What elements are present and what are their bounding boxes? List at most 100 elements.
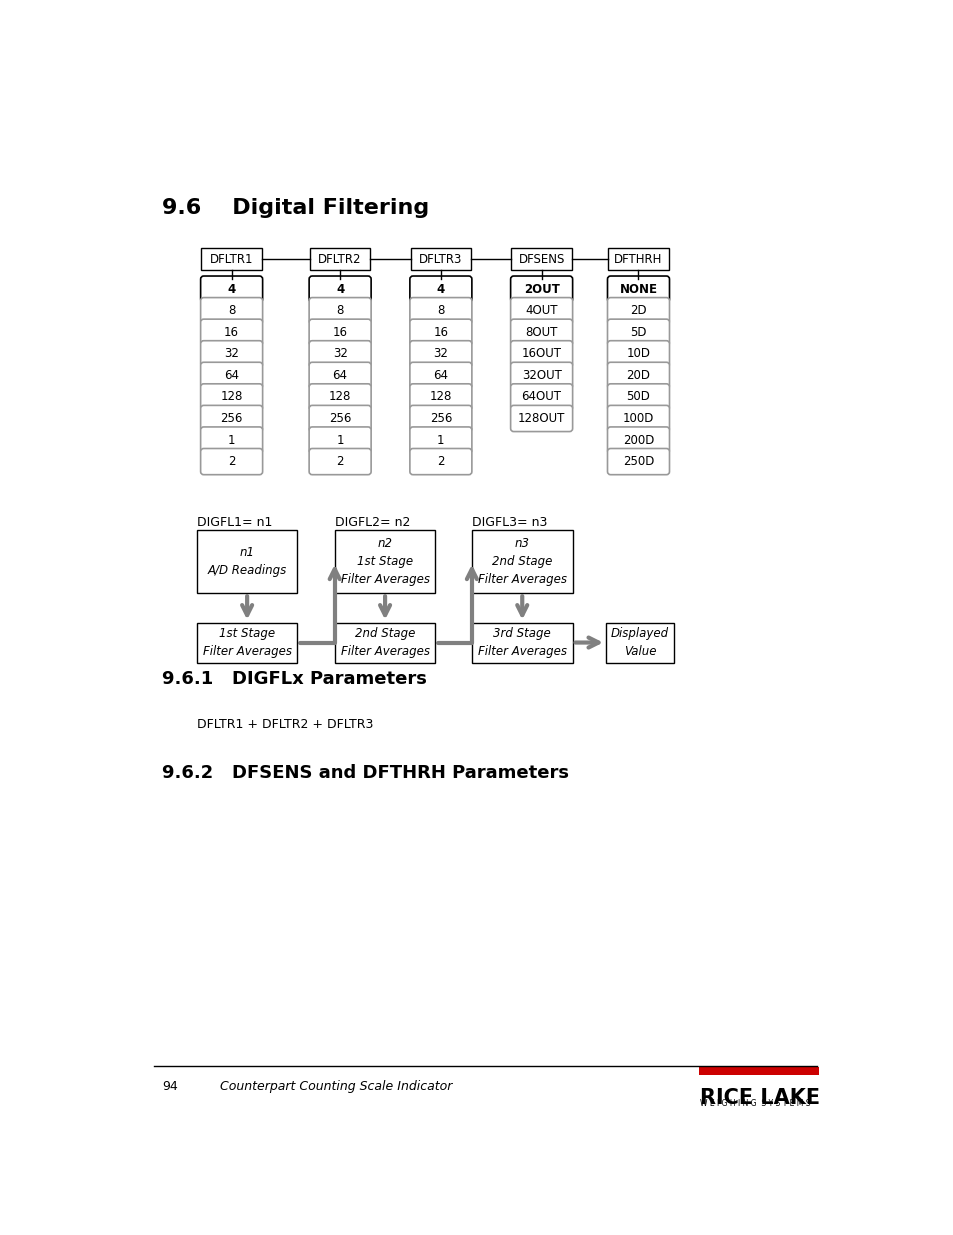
FancyBboxPatch shape	[309, 275, 371, 303]
Text: 9.6    Digital Filtering: 9.6 Digital Filtering	[162, 199, 429, 219]
FancyBboxPatch shape	[607, 427, 669, 453]
Text: n3
2nd Stage
Filter Averages: n3 2nd Stage Filter Averages	[477, 537, 566, 587]
Text: 128: 128	[329, 390, 351, 404]
FancyBboxPatch shape	[200, 298, 262, 324]
FancyBboxPatch shape	[200, 341, 262, 367]
Text: 9.6.2   DFSENS and DFTHRH Parameters: 9.6.2 DFSENS and DFTHRH Parameters	[162, 764, 568, 782]
FancyBboxPatch shape	[511, 248, 571, 270]
FancyBboxPatch shape	[410, 248, 471, 270]
FancyBboxPatch shape	[335, 622, 435, 662]
Text: 16: 16	[333, 326, 347, 338]
FancyBboxPatch shape	[309, 427, 371, 453]
FancyBboxPatch shape	[410, 275, 472, 303]
Text: DFLTR1 + DFLTR2 + DFLTR3: DFLTR1 + DFLTR2 + DFLTR3	[196, 718, 373, 731]
FancyBboxPatch shape	[309, 405, 371, 431]
FancyBboxPatch shape	[607, 341, 669, 367]
FancyBboxPatch shape	[510, 319, 572, 346]
Text: 2: 2	[436, 454, 444, 468]
Text: NONE: NONE	[618, 283, 657, 295]
Text: 1: 1	[336, 433, 343, 447]
FancyBboxPatch shape	[607, 362, 669, 389]
FancyBboxPatch shape	[410, 448, 472, 474]
Text: 64: 64	[224, 369, 239, 382]
FancyBboxPatch shape	[607, 384, 669, 410]
FancyBboxPatch shape	[309, 362, 371, 389]
Text: 64OUT: 64OUT	[521, 390, 561, 404]
Text: DIGFL1= n1: DIGFL1= n1	[196, 516, 272, 530]
Text: 2D: 2D	[630, 304, 646, 317]
FancyBboxPatch shape	[310, 248, 370, 270]
FancyBboxPatch shape	[410, 341, 472, 367]
FancyBboxPatch shape	[196, 530, 297, 593]
FancyBboxPatch shape	[605, 622, 674, 662]
Text: 16OUT: 16OUT	[521, 347, 561, 361]
Text: 8: 8	[228, 304, 235, 317]
Text: 8OUT: 8OUT	[525, 326, 558, 338]
Text: DIGFL2= n2: DIGFL2= n2	[335, 516, 410, 530]
Text: DFLTR1: DFLTR1	[210, 253, 253, 266]
Text: 5D: 5D	[630, 326, 646, 338]
FancyBboxPatch shape	[200, 405, 262, 431]
Text: 64: 64	[333, 369, 347, 382]
FancyBboxPatch shape	[510, 405, 572, 431]
Text: 8: 8	[336, 304, 343, 317]
FancyBboxPatch shape	[200, 448, 262, 474]
Text: DFLTR3: DFLTR3	[418, 253, 462, 266]
Text: 64: 64	[433, 369, 448, 382]
Text: 2nd Stage
Filter Averages: 2nd Stage Filter Averages	[340, 627, 429, 658]
FancyBboxPatch shape	[410, 362, 472, 389]
Text: n1
A/D Readings: n1 A/D Readings	[208, 546, 287, 577]
Text: 200D: 200D	[622, 433, 654, 447]
FancyBboxPatch shape	[607, 405, 669, 431]
Text: 16: 16	[224, 326, 239, 338]
FancyBboxPatch shape	[510, 341, 572, 367]
Text: 10D: 10D	[626, 347, 650, 361]
Text: Counterpart Counting Scale Indicator: Counterpart Counting Scale Indicator	[220, 1079, 452, 1093]
Text: 250D: 250D	[622, 454, 654, 468]
Text: 94: 94	[162, 1079, 177, 1093]
Text: 128OUT: 128OUT	[517, 412, 565, 425]
FancyBboxPatch shape	[309, 319, 371, 346]
Text: DFLTR2: DFLTR2	[318, 253, 361, 266]
FancyBboxPatch shape	[510, 298, 572, 324]
FancyBboxPatch shape	[410, 384, 472, 410]
Text: 20D: 20D	[626, 369, 650, 382]
FancyBboxPatch shape	[335, 530, 435, 593]
FancyBboxPatch shape	[201, 248, 261, 270]
Text: 16: 16	[433, 326, 448, 338]
Text: 4: 4	[227, 283, 235, 295]
FancyBboxPatch shape	[410, 405, 472, 431]
FancyBboxPatch shape	[196, 622, 297, 662]
Text: 32OUT: 32OUT	[521, 369, 561, 382]
FancyBboxPatch shape	[510, 275, 572, 303]
Text: W E I G H I N G  S Y S T E M S: W E I G H I N G S Y S T E M S	[699, 1099, 809, 1108]
Text: 100D: 100D	[622, 412, 654, 425]
Text: 2: 2	[228, 454, 235, 468]
Text: 50D: 50D	[626, 390, 650, 404]
Text: 256: 256	[429, 412, 452, 425]
Text: 1: 1	[228, 433, 235, 447]
FancyBboxPatch shape	[200, 362, 262, 389]
Text: 9.6.1   DIGFLx Parameters: 9.6.1 DIGFLx Parameters	[162, 671, 426, 688]
FancyBboxPatch shape	[607, 448, 669, 474]
FancyBboxPatch shape	[200, 275, 262, 303]
FancyBboxPatch shape	[510, 384, 572, 410]
FancyBboxPatch shape	[410, 427, 472, 453]
Text: DFTHRH: DFTHRH	[614, 253, 662, 266]
Text: 256: 256	[220, 412, 243, 425]
FancyBboxPatch shape	[472, 622, 572, 662]
Text: DIGFL3= n3: DIGFL3= n3	[472, 516, 547, 530]
Text: 1st Stage
Filter Averages: 1st Stage Filter Averages	[202, 627, 292, 658]
FancyBboxPatch shape	[607, 319, 669, 346]
Text: 128: 128	[220, 390, 243, 404]
Text: n2
1st Stage
Filter Averages: n2 1st Stage Filter Averages	[340, 537, 429, 587]
FancyBboxPatch shape	[309, 298, 371, 324]
FancyBboxPatch shape	[607, 275, 669, 303]
FancyBboxPatch shape	[309, 448, 371, 474]
Text: 32: 32	[224, 347, 239, 361]
Text: 2: 2	[336, 454, 343, 468]
Text: 128: 128	[429, 390, 452, 404]
FancyBboxPatch shape	[410, 319, 472, 346]
FancyBboxPatch shape	[309, 341, 371, 367]
FancyBboxPatch shape	[608, 248, 668, 270]
